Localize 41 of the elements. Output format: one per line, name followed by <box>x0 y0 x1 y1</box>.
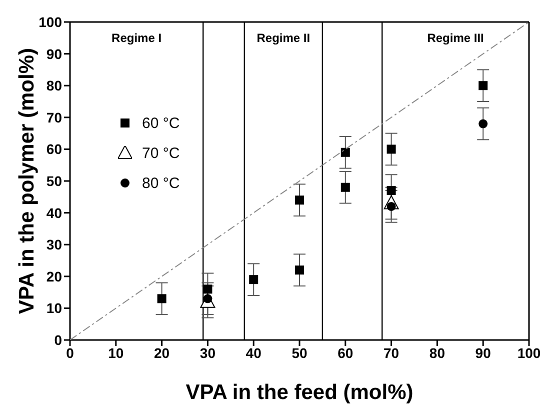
x-tick-label: 50 <box>292 344 308 361</box>
y-axis-title: VPA in the polymer (mol%) <box>15 48 38 314</box>
x-axis-title: VPA in the feed (mol%) <box>186 380 414 404</box>
point <box>478 81 488 90</box>
y-tick-label: 10 <box>46 300 62 316</box>
y-tick-label: 80 <box>46 78 62 94</box>
point <box>340 182 350 192</box>
point <box>295 266 304 275</box>
point <box>478 119 488 128</box>
y-tick-label: 100 <box>38 14 62 30</box>
x-tick-label: 90 <box>475 344 492 361</box>
legend-label: 80 °C <box>142 174 180 192</box>
x-tick-label: 0 <box>66 344 74 361</box>
x-tick-label: 20 <box>154 344 170 361</box>
x-tick-label: 80 <box>429 344 446 361</box>
y-tick-label: 20 <box>46 268 62 284</box>
point <box>249 275 258 284</box>
annotation: Regime III <box>427 31 484 46</box>
y-tick-label: 40 <box>46 204 62 221</box>
y-tick-label: 0 <box>54 332 62 348</box>
x-tick-label: 70 <box>384 344 400 361</box>
point <box>340 148 350 157</box>
point <box>386 144 396 154</box>
point <box>157 294 166 304</box>
y-tick-label: 70 <box>46 109 62 126</box>
x-tick-label: 30 <box>200 344 216 361</box>
annotation: Regime II <box>256 31 310 46</box>
x-tick-label: 100 <box>517 344 541 361</box>
x-tick-label: 10 <box>108 344 124 361</box>
legend-label: 60 °C <box>142 114 180 132</box>
x-tick-label: 60 <box>338 344 354 361</box>
annotation: Regime I <box>112 31 162 46</box>
point <box>386 186 396 196</box>
legend-label: 70 °C <box>142 144 180 162</box>
y-tick-label: 90 <box>46 46 62 62</box>
y-tick-label: 60 <box>46 141 62 158</box>
point <box>295 196 304 205</box>
y-tick-label: 30 <box>46 236 62 253</box>
point <box>203 284 212 294</box>
x-tick-label: 40 <box>246 344 262 361</box>
y-tick-label: 50 <box>46 172 62 189</box>
